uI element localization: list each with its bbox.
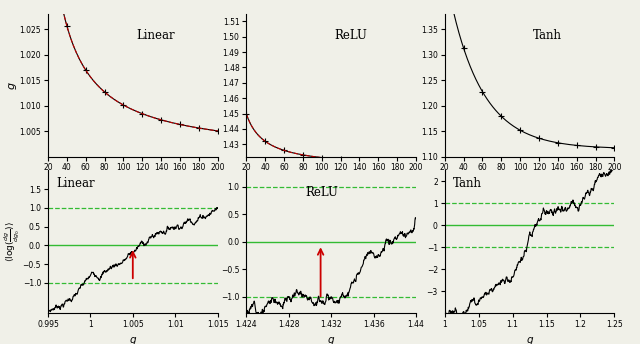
X-axis label: N: N <box>327 178 335 188</box>
Text: ReLU: ReLU <box>306 186 339 199</box>
Text: Linear: Linear <box>56 178 95 191</box>
X-axis label: g: g <box>129 334 136 344</box>
X-axis label: N: N <box>525 178 534 188</box>
Text: Tanh: Tanh <box>533 30 562 42</box>
X-axis label: N: N <box>129 178 137 188</box>
X-axis label: g: g <box>526 334 533 344</box>
Text: Tanh: Tanh <box>453 178 483 191</box>
Y-axis label: $\langle\log(\frac{dg}{dg_0})\rangle$: $\langle\log(\frac{dg}{dg_0})\rangle$ <box>3 221 21 262</box>
Text: Linear: Linear <box>136 30 175 42</box>
Y-axis label: g: g <box>6 82 17 89</box>
X-axis label: g: g <box>328 334 335 344</box>
Text: ReLU: ReLU <box>335 30 367 42</box>
